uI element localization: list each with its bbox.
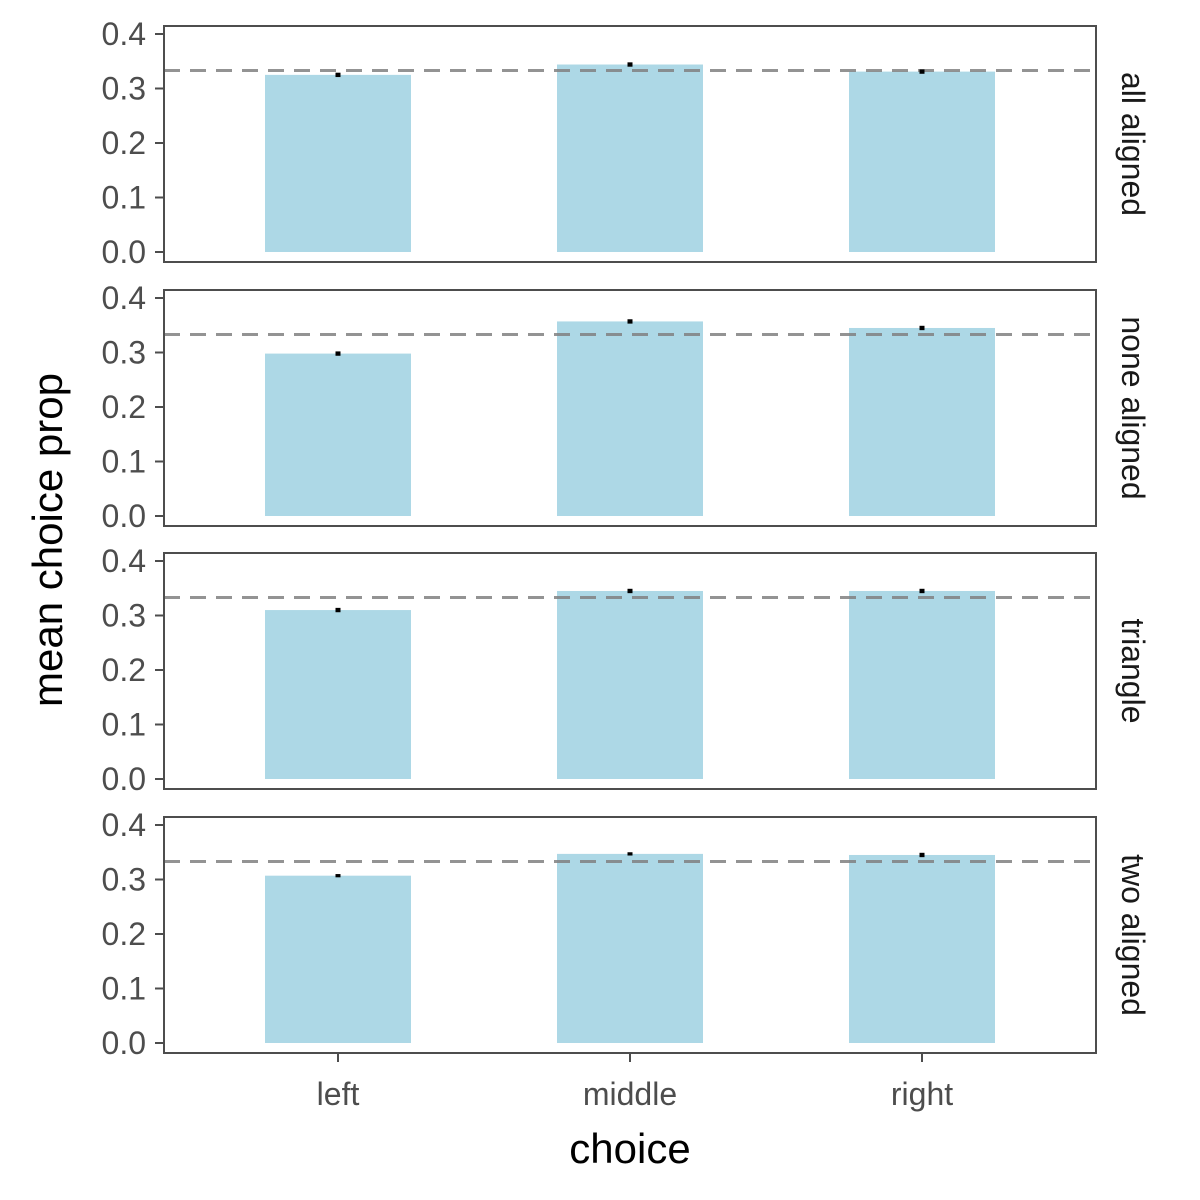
y-tick-label: 0.2 [102,916,146,952]
bar-middle [557,590,703,779]
y-tick-label: 0.1 [102,180,146,216]
bar-middle [557,853,703,1043]
y-tick-label: 0.4 [102,543,146,579]
y-tick-label: 0.3 [102,598,146,634]
panel-all-aligned: 0.0 0.1 0.2 0.3 0.4 all aligned [102,16,1151,270]
bar-middle [557,64,703,253]
bar-middle [557,321,703,516]
y-tick-label: 0.0 [102,761,146,797]
y-tick-label: 0.4 [102,807,146,843]
y-tick-label: 0.3 [102,71,146,107]
bar-right [849,590,995,779]
x-tick-label-middle: middle [583,1076,677,1112]
y-tick-label: 0.2 [102,125,146,161]
y-tick-label: 0.1 [102,444,146,480]
y-tick-label: 0.2 [102,652,146,688]
bar-left [265,353,411,516]
facet-label: two aligned [1115,854,1151,1016]
y-tick-label: 0.0 [102,234,146,270]
x-axis-title: choice [569,1125,690,1172]
panel-none-aligned: 0.0 0.1 0.2 0.3 0.4 none aligned [102,280,1151,534]
panel-two-aligned: 0.0 0.1 0.2 0.3 0.4 two aligned [102,807,1151,1061]
y-axis-title: mean choice prop [24,373,71,707]
y-tick-label: 0.0 [102,1025,146,1061]
y-tick-label: 0.3 [102,862,146,898]
facet-label: triangle [1115,619,1151,724]
bar-left [265,875,411,1043]
y-tick-label: 0.3 [102,335,146,371]
y-tick-label: 0.4 [102,16,146,52]
y-tick-label: 0.1 [102,971,146,1007]
bar-right [849,327,995,516]
facet-label: none aligned [1115,316,1151,499]
x-tick-label-right: right [891,1076,953,1112]
y-tick-label: 0.2 [102,389,146,425]
bar-left [265,610,411,779]
y-tick-label: 0.1 [102,707,146,743]
x-axis: left middle right [317,1053,953,1112]
bar-right [849,854,995,1043]
y-tick-label: 0.0 [102,498,146,534]
y-tick-label: 0.4 [102,280,146,316]
panel-triangle: 0.0 0.1 0.2 0.3 0.4 triangle [102,543,1151,797]
facet-label: all aligned [1115,72,1151,216]
bar-right [849,71,995,252]
x-tick-label-left: left [317,1076,360,1112]
bar-left [265,74,411,252]
